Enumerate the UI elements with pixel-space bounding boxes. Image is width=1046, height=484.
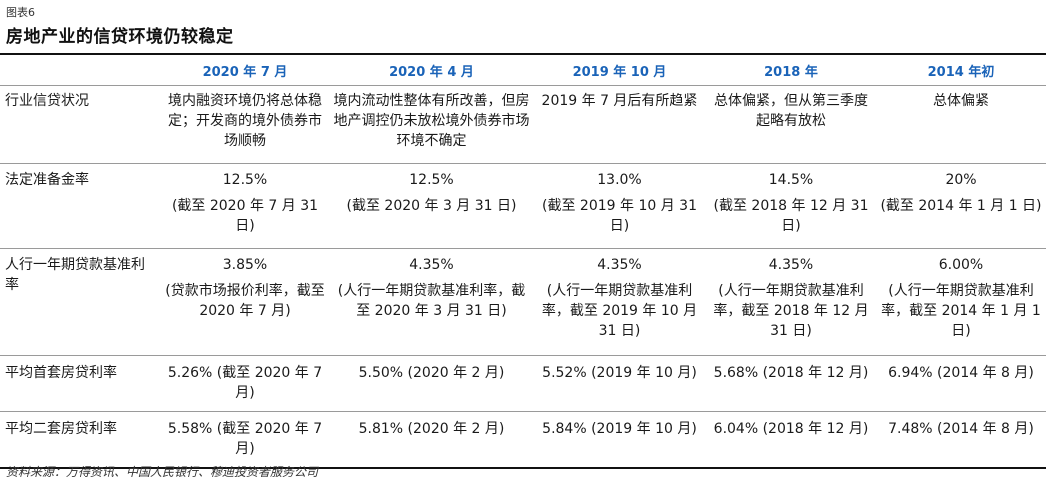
cell-note: (截至 2014 年 1 月 1 日) (880, 198, 1042, 214)
cell-value: 4.35% (768, 257, 814, 273)
row-label: 平均首套房贷利率 (0, 355, 160, 412)
table-cell: 总体偏紧，但从第三季度起略有放松 (706, 85, 876, 164)
cell-note: (截至 2018 年 12 月 31 日) (713, 198, 869, 234)
table-cell: 20% (截至 2014 年 1 月 1 日) (876, 163, 1046, 249)
table-cell: 6.04% (2018 年 12 月) (706, 411, 876, 469)
table-cell: 5.50% (2020 年 2 月) (330, 355, 533, 412)
credit-environment-table: 2020 年 7 月 2020 年 4 月 2019 年 10 月 2018 年… (0, 53, 1046, 469)
table-cell: 5.26% (截至 2020 年 7 月) (160, 355, 330, 412)
credit-environment-table-wrap: 2020 年 7 月 2020 年 4 月 2019 年 10 月 2018 年… (0, 53, 1046, 469)
table-cell: 5.52% (2019 年 10 月) (533, 355, 706, 412)
cell-note: (截至 2019 年 10 月 31 日) (542, 198, 697, 234)
column-header-2020-jul: 2020 年 7 月 (160, 54, 330, 86)
table-row-credit-status: 行业信贷状况 境内融资环境仍将总体稳定；开发商的境外债券市场顺畅 境内流动性整体… (0, 85, 1046, 164)
cell-note: (人行一年期贷款基准利率，截至 2019 年 10 月 31 日) (541, 283, 698, 339)
table-cell: 4.35% (人行一年期贷款基准利率，截至 2020 年 3 月 31 日) (330, 248, 533, 356)
table-cell: 2019 年 7 月后有所趋紧 (533, 85, 706, 164)
table-cell: 4.35% (人行一年期贷款基准利率，截至 2018 年 12 月 31 日) (706, 248, 876, 356)
cell-value: 14.5% (768, 172, 814, 188)
figure-title: 房地产业的信贷环境仍较稳定 (6, 27, 234, 47)
cell-note: (截至 2020 年 3 月 31 日) (346, 198, 517, 214)
table-cell: 13.0% (截至 2019 年 10 月 31 日) (533, 163, 706, 249)
table-cell: 总体偏紧 (876, 85, 1046, 164)
table-cell: 3.85% (贷款市场报价利率，截至 2020 年 7 月) (160, 248, 330, 356)
cell-value: 4.35% (409, 257, 454, 273)
cell-note: (截至 2020 年 7 月 31 日) (171, 198, 319, 234)
cell-note: (人行一年期贷款基准利率，截至 2014 年 1 月 1 日) (881, 283, 1041, 339)
table-cell: 5.58% (截至 2020 年 7 月) (160, 411, 330, 469)
cell-value: 6.00% (938, 257, 984, 273)
row-label: 法定准备金率 (0, 163, 160, 249)
table-cell: 境内融资环境仍将总体稳定；开发商的境外债券市场顺畅 (160, 85, 330, 164)
table-cell: 境内流动性整体有所改善，但房地产调控仍未放松境外债券市场环境不确定 (330, 85, 533, 164)
column-header-2018: 2018 年 (706, 54, 876, 86)
row-label: 人行一年期贷款基准利率 (0, 248, 160, 356)
table-cell: 6.00% (人行一年期贷款基准利率，截至 2014 年 1 月 1 日) (876, 248, 1046, 356)
table-cell: 12.5% (截至 2020 年 3 月 31 日) (330, 163, 533, 249)
cell-value: 12.5% (409, 172, 454, 188)
column-header-2019-oct: 2019 年 10 月 (533, 54, 706, 86)
table-row-first-home-rate: 平均首套房贷利率 5.26% (截至 2020 年 7 月) 5.50% (20… (0, 355, 1046, 412)
header-row: 2020 年 7 月 2020 年 4 月 2019 年 10 月 2018 年… (0, 54, 1046, 86)
cell-value: 4.35% (597, 257, 642, 273)
cell-value: 13.0% (597, 172, 642, 188)
source-note: 资料来源：万得资讯、中国人民银行、穆迪投资者服务公司 (6, 465, 319, 479)
table-cell: 12.5% (截至 2020 年 7 月 31 日) (160, 163, 330, 249)
cell-value: 3.85% (222, 257, 268, 273)
table-cell: 5.68% (2018 年 12 月) (706, 355, 876, 412)
cell-note: (人行一年期贷款基准利率，截至 2018 年 12 月 31 日) (713, 283, 869, 339)
table-row-second-home-rate: 平均二套房贷利率 5.58% (截至 2020 年 7 月) 5.81% (20… (0, 411, 1046, 469)
cell-value: 20% (945, 172, 977, 188)
column-header-blank (0, 54, 160, 86)
figure-label: 图表6 (6, 6, 35, 19)
column-header-2020-apr: 2020 年 4 月 (330, 54, 533, 86)
row-label: 平均二套房贷利率 (0, 411, 160, 469)
cell-note: (贷款市场报价利率，截至 2020 年 7 月) (165, 283, 325, 319)
column-header-2014-early: 2014 年初 (876, 54, 1046, 86)
cell-note: (人行一年期贷款基准利率，截至 2020 年 3 月 31 日) (337, 283, 526, 319)
table-cell: 4.35% (人行一年期贷款基准利率，截至 2019 年 10 月 31 日) (533, 248, 706, 356)
table-cell: 6.94% (2014 年 8 月) (876, 355, 1046, 412)
table-row-loan-rate: 人行一年期贷款基准利率 3.85% (贷款市场报价利率，截至 2020 年 7 月… (0, 248, 1046, 356)
row-label: 行业信贷状况 (0, 85, 160, 164)
table-cell: 5.81% (2020 年 2 月) (330, 411, 533, 469)
table-cell: 14.5% (截至 2018 年 12 月 31 日) (706, 163, 876, 249)
table-cell: 7.48% (2014 年 8 月) (876, 411, 1046, 469)
cell-value: 12.5% (222, 172, 268, 188)
table-cell: 5.84% (2019 年 10 月) (533, 411, 706, 469)
table-row-reserve-ratio: 法定准备金率 12.5% (截至 2020 年 7 月 31 日) 12.5% (截… (0, 163, 1046, 249)
